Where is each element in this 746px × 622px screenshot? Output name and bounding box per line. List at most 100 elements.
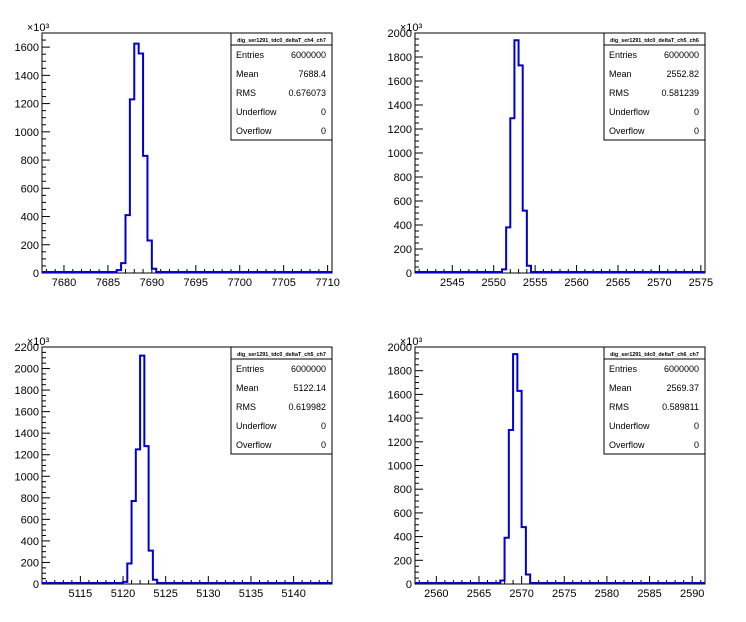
x-tick-label: 2575 bbox=[552, 588, 576, 600]
stats-value: 6000000 bbox=[291, 364, 326, 374]
histogram-bin bbox=[513, 354, 517, 584]
y-tick-label: 1400 bbox=[15, 70, 39, 82]
y-tick-label: 400 bbox=[394, 532, 412, 544]
x-tick-label: 5125 bbox=[153, 588, 177, 600]
stats-value: 6000000 bbox=[291, 50, 326, 60]
histogram-bin bbox=[527, 266, 531, 273]
histogram-bin bbox=[519, 65, 523, 273]
y-tick-label: 1600 bbox=[388, 76, 412, 88]
stats-value: 0 bbox=[321, 421, 326, 431]
y-tick-label: 1600 bbox=[15, 42, 39, 54]
x-tick-label: 5135 bbox=[239, 588, 263, 600]
y-tick-label: 1400 bbox=[15, 428, 39, 440]
x-tick-label: 2585 bbox=[637, 588, 661, 600]
x-tick-label: 2560 bbox=[424, 588, 448, 600]
histogram-bin bbox=[153, 580, 157, 584]
stats-value: 0 bbox=[694, 107, 699, 117]
y-tick-label: 1600 bbox=[388, 389, 412, 401]
y-multiplier-label: ×10³ bbox=[400, 336, 423, 348]
histogram-bin bbox=[117, 270, 121, 273]
histogram-line bbox=[415, 39, 705, 273]
stats-title: dig_ser1291_tdc0_deltaT_ch5_ch6 bbox=[610, 38, 699, 44]
stats-value: 7688.4 bbox=[298, 69, 326, 79]
stats-label: Underflow bbox=[609, 107, 650, 117]
stats-value: 0.581239 bbox=[661, 88, 699, 98]
histogram-bin bbox=[139, 53, 143, 273]
stats-value: 0 bbox=[321, 107, 326, 117]
stats-box bbox=[603, 346, 706, 455]
stats-label: Overflow bbox=[236, 440, 272, 450]
stats-label: Overflow bbox=[236, 126, 272, 136]
stats-label: Overflow bbox=[609, 440, 645, 450]
x-tick-label: 2570 bbox=[647, 277, 671, 289]
stats-label: RMS bbox=[236, 402, 256, 412]
y-tick-label: 800 bbox=[21, 155, 39, 167]
stats-value: 2569.37 bbox=[666, 383, 699, 393]
x-tick-label: 2550 bbox=[481, 277, 505, 289]
y-tick-label: 800 bbox=[394, 484, 412, 496]
histogram-line bbox=[42, 42, 332, 273]
histogram-bin bbox=[502, 269, 506, 273]
stats-value: 0.676073 bbox=[288, 88, 326, 98]
histogram-bin bbox=[123, 582, 127, 584]
stats-label: Overflow bbox=[609, 126, 645, 136]
histogram-bin bbox=[510, 118, 514, 273]
x-tick-label: 7680 bbox=[52, 277, 76, 289]
histogram-bin bbox=[143, 156, 147, 273]
y-tick-label: 600 bbox=[394, 196, 412, 208]
y-tick-label: 1200 bbox=[15, 99, 39, 111]
y-tick-label: 200 bbox=[394, 244, 412, 256]
x-tick-label: 7700 bbox=[227, 277, 251, 289]
stats-value: 0 bbox=[694, 126, 699, 136]
histogram-bin bbox=[134, 44, 138, 273]
x-tick-label: 2590 bbox=[680, 588, 704, 600]
y-tick-label: 0 bbox=[406, 579, 412, 591]
y-tick-label: 2200 bbox=[15, 342, 39, 354]
y-tick-label: 1000 bbox=[388, 461, 412, 473]
x-tick-label: 2570 bbox=[509, 588, 533, 600]
y-tick-label: 1200 bbox=[388, 437, 412, 449]
x-tick-label: 7685 bbox=[96, 277, 120, 289]
y-tick-label: 2000 bbox=[15, 364, 39, 376]
stats-label: RMS bbox=[609, 402, 629, 412]
y-tick-label: 1400 bbox=[388, 413, 412, 425]
histogram-bin bbox=[136, 449, 140, 584]
stats-label: Underflow bbox=[236, 107, 277, 117]
stats-label: Mean bbox=[609, 69, 632, 79]
y-tick-label: 0 bbox=[406, 268, 412, 280]
histogram-bin bbox=[125, 215, 129, 273]
stats-value: 5122.14 bbox=[293, 383, 326, 393]
stats-label: RMS bbox=[609, 88, 629, 98]
histogram-panel: 0 200 400 600 800 1000 1200 1400 1600 ×10³ 7680 768… bbox=[15, 22, 340, 289]
y-tick-label: 800 bbox=[21, 493, 39, 505]
histogram-bin bbox=[522, 527, 526, 584]
histogram-bin bbox=[149, 551, 153, 584]
y-tick-label: 200 bbox=[21, 240, 39, 252]
histogram-bin bbox=[121, 263, 125, 273]
histogram-bin bbox=[526, 575, 530, 584]
histogram-bin bbox=[130, 99, 134, 273]
histogram-bin bbox=[523, 211, 527, 273]
x-tick-label: 7690 bbox=[140, 277, 164, 289]
histogram-bin bbox=[147, 241, 151, 273]
y-tick-label: 1200 bbox=[388, 124, 412, 136]
stats-box bbox=[230, 346, 333, 455]
y-tick-label: 1800 bbox=[388, 52, 412, 64]
histogram-line bbox=[415, 353, 705, 584]
stats-box bbox=[603, 32, 706, 141]
stats-title: dig_ser1291_tdc0_deltaT_ch4_ch7 bbox=[237, 38, 326, 44]
stats-value: 0 bbox=[694, 421, 699, 431]
stats-label: Entries bbox=[236, 50, 265, 60]
y-tick-label: 600 bbox=[394, 508, 412, 520]
y-tick-label: 200 bbox=[21, 557, 39, 569]
stats-value: 0 bbox=[694, 440, 699, 450]
stats-title: dig_ser1291_tdc0_deltaT_ch6_ch7 bbox=[610, 352, 699, 358]
y-tick-label: 2000 bbox=[388, 28, 412, 40]
y-tick-label: 0 bbox=[33, 579, 39, 591]
histogram-panel: 0 200 400 600 800 1000 1200 1400 1600 1800 2000×10… bbox=[388, 336, 706, 600]
y-tick-label: 1400 bbox=[388, 100, 412, 112]
y-tick-label: 2000 bbox=[388, 342, 412, 354]
y-multiplier-label: ×10³ bbox=[400, 22, 423, 34]
y-tick-label: 600 bbox=[21, 183, 39, 195]
histogram-bin bbox=[509, 430, 513, 584]
